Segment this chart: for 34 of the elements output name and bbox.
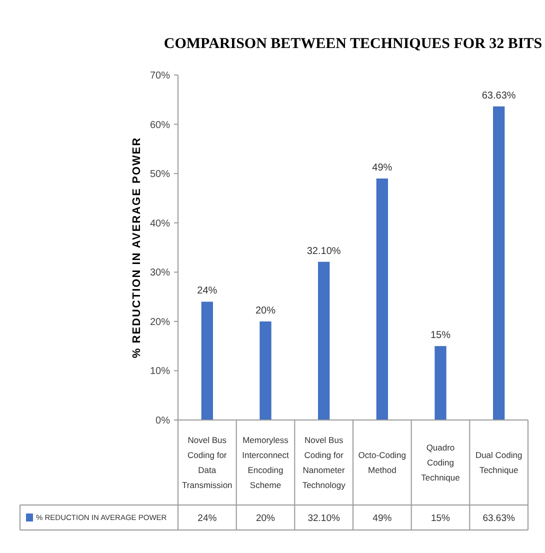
data-label: 32.10%	[308, 512, 340, 524]
bar	[260, 321, 272, 420]
y-axis-title: % REDUCTION IN AVERAGE POWER	[131, 136, 143, 358]
y-tick-label: 50%	[150, 169, 170, 180]
x-tick-label: Novel Bus Coding for Data Transmission	[182, 435, 233, 490]
y-tick-label: 20%	[150, 316, 170, 328]
bar	[201, 302, 213, 420]
data-label: 15%	[430, 512, 451, 524]
text: 49%	[372, 162, 392, 174]
y-tick-label: 70%	[150, 70, 170, 82]
bar	[318, 262, 330, 420]
bar	[493, 106, 505, 420]
x-tick-label: Novel Bus Coding for Nanometer Technology	[302, 435, 346, 490]
text: 15%	[430, 330, 451, 342]
x-tick-label: Quadro Coding Technique	[421, 442, 460, 482]
y-tick-label: 10%	[150, 366, 170, 378]
text: 63.63%	[482, 90, 516, 102]
data-label: 20%	[256, 512, 276, 524]
data-label: 63.63%	[482, 512, 516, 524]
text: 32.10%	[306, 246, 341, 257]
y-tick-label: 30%	[150, 268, 170, 279]
bar	[434, 346, 446, 420]
x-tick-label: Octo-Coding Method	[358, 450, 406, 475]
chart-title: COMPARISON BETWEEN TECHNIQUES FOR 32 BITS	[164, 36, 542, 52]
data-label: 49%	[372, 512, 392, 524]
text: 20%	[255, 305, 276, 316]
x-tick-label: Memoryless Interconnect Encoding Scheme	[242, 435, 290, 490]
y-tick-label: 40%	[150, 218, 170, 230]
x-tick-label: Dual Coding Technique	[475, 450, 522, 475]
data-label: 24%	[198, 512, 218, 524]
bar	[376, 178, 388, 420]
y-tick-label: 60%	[150, 120, 170, 131]
text: 24%	[197, 286, 218, 297]
y-tick-label: 0%	[156, 416, 170, 426]
